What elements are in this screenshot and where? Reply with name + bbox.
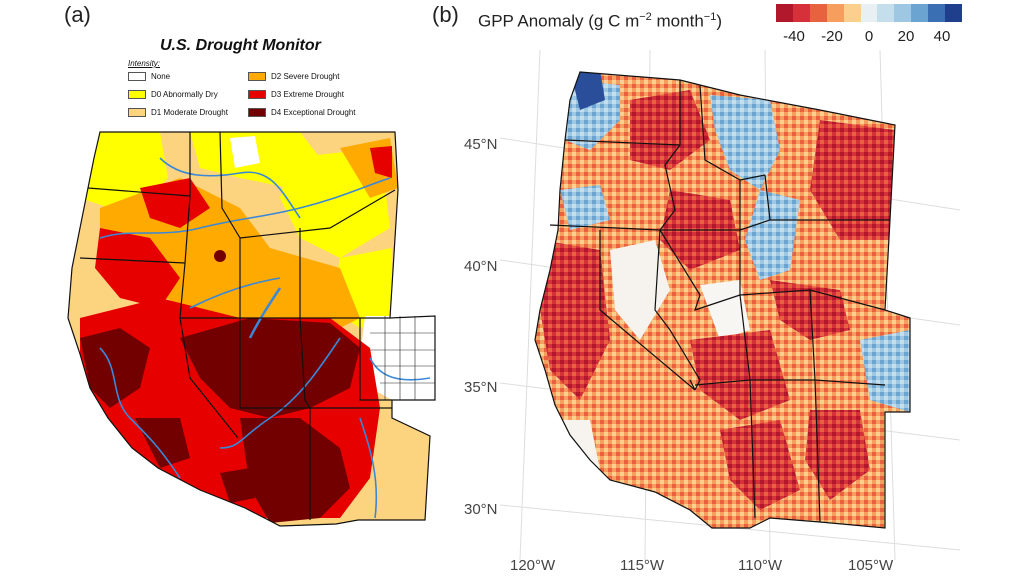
gpp-title-exp1: −2 — [639, 11, 652, 23]
colorbar-tick: 0 — [864, 28, 874, 45]
county-lines — [370, 316, 435, 400]
lon-label: 110°W — [738, 557, 783, 574]
colorbar-segment — [792, 4, 810, 22]
colorbar-segment — [776, 4, 793, 22]
legend-label: D4 Exceptional Drought — [271, 107, 356, 117]
drought-map — [67, 131, 436, 527]
gpp-title-mid: month — [651, 11, 704, 31]
gpp-title: GPP Anomaly (g C m−2 month−1) — [478, 11, 722, 32]
gpp-title-end: ) — [716, 11, 722, 31]
colorbar-segment — [894, 4, 912, 22]
lat-label: 35°N — [464, 379, 498, 396]
legend-label: None — [151, 71, 171, 81]
legend-label: D3 Extreme Drought — [271, 89, 344, 99]
legend-swatch — [128, 89, 146, 99]
legend-label: D0 Abnormally Dry — [151, 89, 218, 99]
colorbar-segment — [911, 4, 929, 22]
colorbar-segment — [860, 4, 878, 22]
lat-label: 40°N — [464, 258, 498, 275]
legend-item-d1: D1 Moderate Drought — [128, 106, 228, 118]
legend-swatch — [248, 89, 266, 99]
colorbar-tick: 40 — [933, 28, 951, 45]
panel-a-label: (a) — [64, 2, 91, 27]
panel-b-label: (b) — [432, 2, 459, 27]
colorbar-segment — [928, 4, 946, 22]
colorbar-segment — [826, 4, 844, 22]
gpp-title-exp2: −1 — [703, 11, 717, 23]
colorbar-segment — [843, 4, 861, 22]
drought-monitor-title: U.S. Drought Monitor — [160, 37, 321, 54]
gpp-anomaly-map: 45°N 40°N 35°N 30°N 120°W 115°W 110°W 10… — [464, 49, 961, 574]
legend-swatch — [248, 71, 266, 81]
lon-label: 115°W — [620, 557, 665, 574]
legend-swatch — [248, 107, 266, 117]
colorbar-tick: -20 — [821, 28, 843, 45]
legend-label: D1 Moderate Drought — [151, 107, 228, 117]
lon-label: 120°W — [510, 557, 556, 574]
legend-item-d0: D0 Abnormally Dry — [128, 88, 218, 100]
legend-item-d2: D2 Severe Drought — [248, 70, 339, 82]
legend-swatch — [128, 71, 146, 81]
gpp-colorbar — [776, 4, 962, 22]
drought-fill — [68, 132, 435, 526]
lat-label: 45°N — [464, 136, 498, 153]
drought-monitor-panel: U.S. Drought Monitor Intensity: None D0 … — [0, 0, 440, 576]
lat-label: 30°N — [464, 501, 498, 518]
colorbar-tick: -40 — [783, 28, 805, 45]
gpp-fill — [535, 72, 910, 528]
colorbar-segment — [809, 4, 827, 22]
lon-label: 105°W — [848, 557, 894, 574]
gpp-state-boundaries — [534, 71, 911, 529]
legend-item-d4: D4 Exceptional Drought — [248, 106, 356, 118]
legend-item-d3: D3 Extreme Drought — [248, 88, 344, 100]
gpp-title-main: GPP Anomaly (g C m — [478, 11, 640, 31]
legend-swatch — [128, 107, 146, 117]
colorbar-segment — [877, 4, 895, 22]
intensity-label: Intensity: — [128, 59, 161, 68]
legend-item-none: None — [128, 70, 170, 82]
state-boundaries — [67, 131, 436, 527]
colorbar-segment — [945, 4, 962, 22]
colorbar-tick: 20 — [897, 28, 915, 45]
legend-label: D2 Severe Drought — [271, 71, 340, 81]
